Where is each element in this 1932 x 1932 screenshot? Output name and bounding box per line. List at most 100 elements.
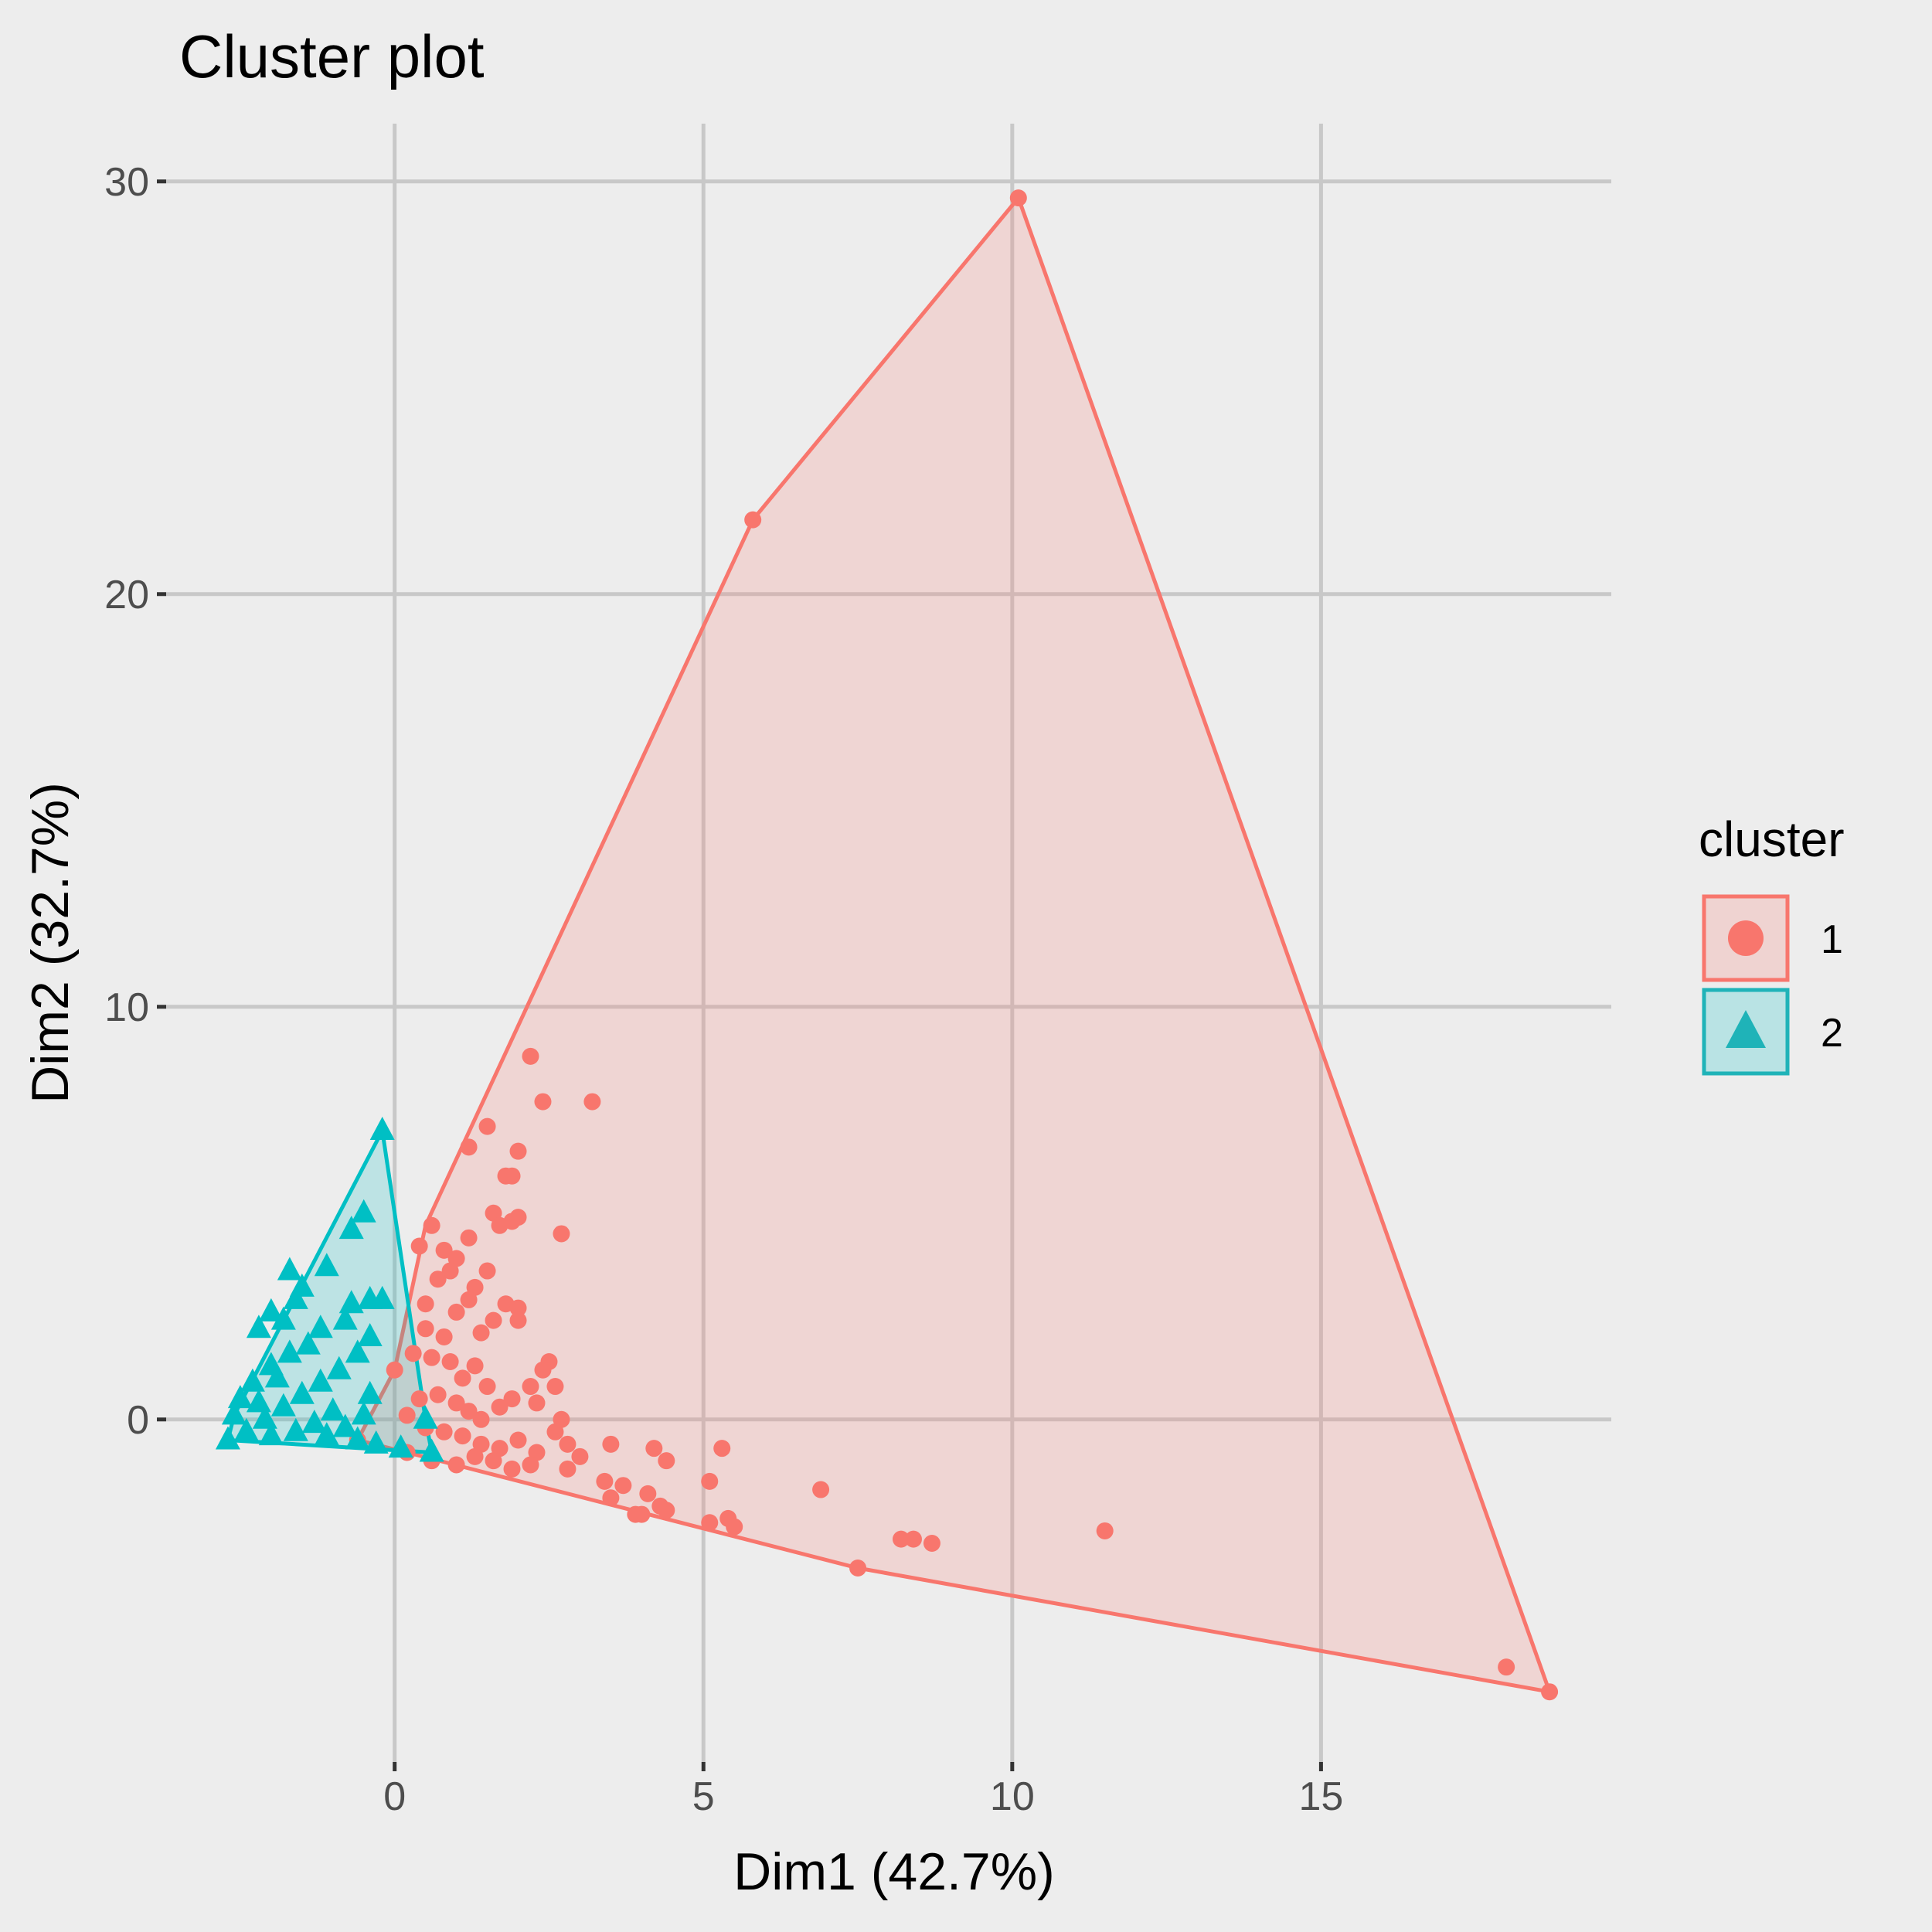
- cluster-point: [345, 1339, 370, 1363]
- cluster-point: [326, 1355, 352, 1379]
- cluster-point: [357, 1380, 383, 1404]
- cluster-point: [454, 1427, 471, 1445]
- cluster-point: [351, 1401, 376, 1425]
- cluster-point: [466, 1447, 484, 1465]
- cluster-point: [485, 1452, 502, 1470]
- cluster-point: [534, 1093, 552, 1111]
- cluster-point: [447, 1303, 465, 1321]
- legend: cluster 1 2: [1699, 811, 1845, 1076]
- cluster-point: [602, 1489, 620, 1507]
- cluster-point: [726, 1518, 743, 1536]
- cluster-point: [497, 1167, 515, 1185]
- cluster-point: [627, 1505, 645, 1523]
- legend-triangle-marker-icon: [1726, 1010, 1766, 1048]
- cluster-point: [645, 1440, 663, 1458]
- y-tick-label: 20: [104, 573, 149, 617]
- cluster-point: [849, 1560, 867, 1577]
- x-tick-label: 0: [383, 1774, 406, 1819]
- cluster-point: [509, 1209, 527, 1226]
- cluster-point: [614, 1477, 632, 1495]
- cluster-point: [283, 1417, 308, 1441]
- cluster-point: [357, 1322, 383, 1346]
- cluster-point: [460, 1138, 478, 1156]
- cluster-point: [413, 1405, 438, 1429]
- cluster-point: [386, 1361, 403, 1379]
- cluster-point: [429, 1270, 447, 1288]
- cluster-point: [404, 1345, 422, 1362]
- cluster-point: [478, 1378, 496, 1396]
- cluster-point: [1498, 1658, 1515, 1676]
- cluster-point: [1096, 1522, 1114, 1539]
- cluster-point: [246, 1389, 271, 1413]
- cluster-point: [258, 1422, 284, 1446]
- cluster-point: [240, 1368, 265, 1392]
- cluster-point: [571, 1447, 589, 1465]
- cluster-point: [369, 1285, 395, 1309]
- cluster-point: [270, 1306, 296, 1330]
- cluster-point: [812, 1481, 830, 1498]
- cluster-point: [295, 1331, 321, 1355]
- cluster-point: [314, 1253, 339, 1277]
- cluster-point: [460, 1403, 478, 1420]
- series-1-points: [349, 189, 1559, 1701]
- cluster-point: [345, 1426, 370, 1450]
- legend-item-2: 2: [1702, 988, 1843, 1076]
- cluster-point: [441, 1353, 459, 1371]
- cluster-point: [522, 1456, 539, 1474]
- cluster-point: [528, 1394, 546, 1412]
- cluster-point: [472, 1324, 490, 1342]
- cluster-point: [658, 1452, 675, 1470]
- cluster-point: [435, 1423, 453, 1440]
- cluster-points: [215, 189, 1559, 1701]
- cluster-point: [332, 1306, 358, 1330]
- legend-label-1: 1: [1821, 917, 1843, 962]
- cluster-point: [744, 511, 762, 529]
- cluster-point: [332, 1413, 358, 1437]
- cluster-point: [639, 1485, 657, 1502]
- x-axis-title: Dim1 (42.7%): [733, 1842, 1055, 1901]
- chart-title: Cluster plot: [179, 22, 485, 90]
- legend-item-1: 1: [1702, 894, 1843, 982]
- cluster-point: [701, 1514, 719, 1532]
- cluster-point: [923, 1534, 940, 1552]
- cluster-point: [277, 1339, 302, 1363]
- cluster-point: [351, 1199, 376, 1223]
- cluster-point: [553, 1410, 570, 1428]
- cluster-point: [441, 1262, 459, 1280]
- x-tick-label: 5: [692, 1774, 715, 1819]
- cluster-point: [485, 1311, 502, 1329]
- cluster-point: [460, 1229, 478, 1247]
- cluster-point: [277, 1257, 302, 1281]
- cluster-point: [221, 1401, 247, 1425]
- cluster-point: [417, 1320, 434, 1338]
- cluster-point: [651, 1497, 669, 1515]
- cluster-point: [1009, 189, 1027, 207]
- cluster-point: [701, 1472, 719, 1490]
- cluster-point: [503, 1390, 521, 1408]
- panel-background: [166, 124, 1611, 1762]
- y-tick-label: 30: [104, 160, 149, 205]
- cluster-point: [892, 1530, 910, 1548]
- cluster-point: [478, 1262, 496, 1280]
- cluster-point: [460, 1291, 478, 1308]
- cluster-point: [258, 1298, 284, 1321]
- cluster-point: [466, 1357, 484, 1375]
- cluster-point: [713, 1440, 731, 1458]
- cluster-point: [491, 1398, 509, 1416]
- cluster-point: [369, 1116, 395, 1140]
- x-tick-label: 15: [1298, 1774, 1343, 1819]
- cluster-point: [314, 1422, 339, 1446]
- cluster-point: [301, 1410, 327, 1434]
- cluster-point: [447, 1394, 465, 1412]
- cluster-point: [410, 1237, 428, 1255]
- cluster-point: [320, 1397, 345, 1421]
- cluster-point: [522, 1378, 539, 1396]
- cluster-point: [472, 1410, 490, 1428]
- cluster-point: [583, 1093, 601, 1111]
- cluster-point: [423, 1216, 440, 1234]
- legend-circle-marker-icon: [1728, 920, 1764, 956]
- cluster-point: [410, 1390, 428, 1408]
- cluster-point: [283, 1285, 308, 1309]
- cluster-point: [388, 1434, 413, 1458]
